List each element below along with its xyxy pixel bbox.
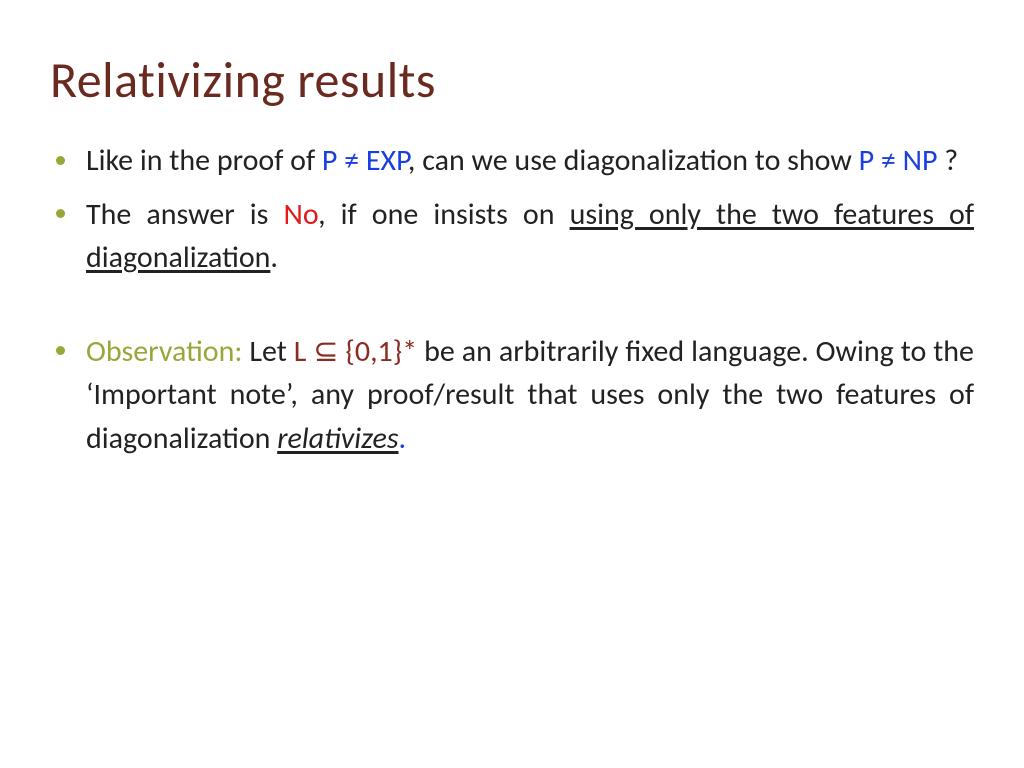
- text-brown: L ⊆ {0,1}*: [294, 333, 417, 370]
- text-period: .: [399, 420, 407, 457]
- bullet-dot-icon: [56, 209, 65, 218]
- bullet-item-2: The answer is No, if one insists on usin…: [50, 193, 974, 280]
- text: The answer is: [86, 196, 283, 233]
- bullet-list: Like in the proof of P ≠ EXP, can we use…: [50, 139, 974, 460]
- text: ?: [937, 142, 958, 179]
- text-blue: P ≠ EXP: [322, 142, 408, 179]
- text-red: No: [283, 196, 318, 233]
- text: .: [270, 239, 278, 276]
- spacer: [50, 290, 974, 330]
- text-relativizes: relativizes: [277, 420, 398, 457]
- text-observation: Observation:: [86, 333, 242, 370]
- text: , can we use diagonalization to show: [408, 142, 859, 179]
- text-blue: P ≠ NP: [859, 142, 938, 179]
- text: Let: [242, 333, 293, 370]
- slide-title: Relativizing results: [50, 50, 974, 111]
- bullet-item-1: Like in the proof of P ≠ EXP, can we use…: [50, 139, 974, 183]
- slide: Relativizing results Like in the proof o…: [0, 0, 1024, 768]
- text: , if one insists on: [318, 196, 569, 233]
- text: Like in the proof of: [86, 142, 322, 179]
- bullet-dot-icon: [56, 156, 65, 165]
- bullet-dot-icon: [56, 346, 65, 355]
- bullet-item-3: Observation: Let L ⊆ {0,1}* be an arbitr…: [50, 330, 974, 461]
